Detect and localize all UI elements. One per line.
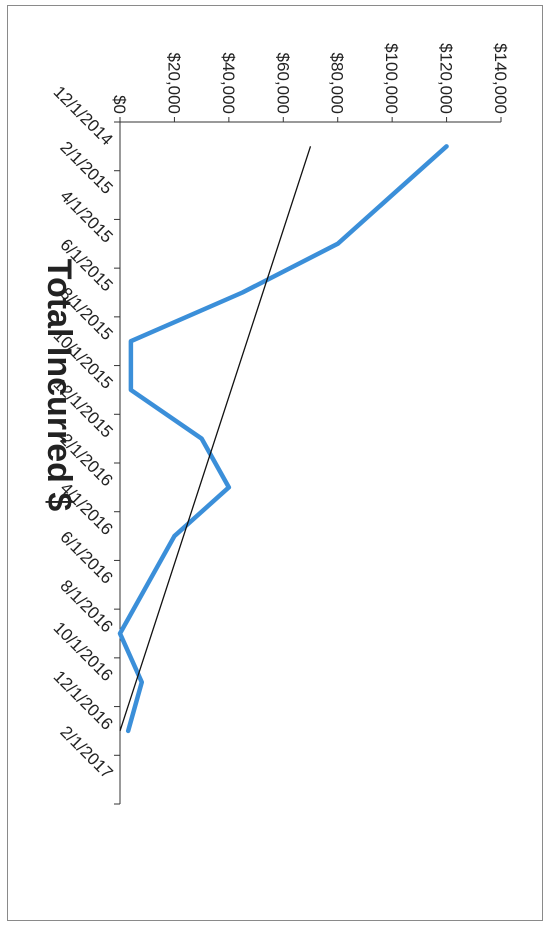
x-tick-label: 6/1/2016 <box>56 527 116 587</box>
chart-frame <box>7 5 543 921</box>
trend-line <box>119 146 312 732</box>
y-tick-label: $120,000 <box>437 43 456 114</box>
y-tick-label: $20,000 <box>164 53 183 114</box>
series-line <box>117 144 449 734</box>
y-tick-label: $0 <box>110 95 129 114</box>
x-tick-label: 2/1/2015 <box>56 138 116 198</box>
trendline-layer <box>119 146 312 732</box>
y-tick-label: $80,000 <box>328 53 347 114</box>
x-tick-label: 2/1/2017 <box>56 722 116 782</box>
y-tick-label: $40,000 <box>219 53 238 114</box>
y-tick-label: $60,000 <box>273 53 292 114</box>
axes <box>114 117 502 805</box>
series-layer <box>117 144 449 734</box>
y-tick-label: $100,000 <box>382 43 401 114</box>
x-tick-label: 4/1/2015 <box>56 186 116 246</box>
chart-title: Total Incurred $ <box>40 259 78 512</box>
y-tick-label: $140,000 <box>491 43 510 114</box>
x-tick-label: 12/1/2014 <box>50 82 117 149</box>
rotated-chart-group: Total Incurred $ $0 $20,000 $40,000 $60,000… <box>40 43 510 805</box>
